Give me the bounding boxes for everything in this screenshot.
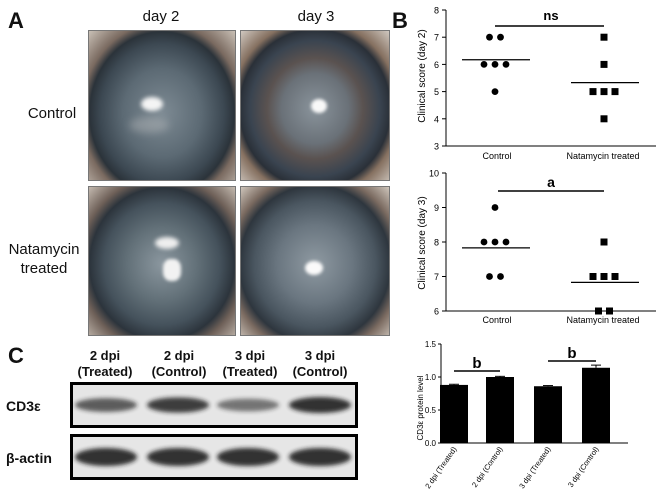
blot-bands	[75, 397, 351, 467]
c2-point-natamycin-3	[611, 273, 619, 280]
c1-point-control-4	[502, 61, 510, 68]
cd3e-bar-chart: CD3ε protein level 0.0 0.5 1.0 1.5 2 dpi (T…	[416, 340, 628, 491]
c2-point-natamycin-1	[589, 273, 597, 280]
bar-ytick-label-1: 0.5	[425, 406, 437, 415]
bar-1	[486, 377, 514, 443]
c1-point-natamycin-2	[589, 88, 597, 96]
eye-photo-control-day2	[88, 30, 236, 181]
c2-point-control-0	[491, 204, 499, 211]
bar-significance-label-1: b	[472, 355, 481, 372]
c2-point-control-5	[497, 273, 504, 280]
lane-label-2: 2 dpi (Control)	[151, 348, 207, 379]
c1-point-control-2	[480, 61, 488, 68]
lane-label-4: 3 dpi (Control)	[292, 348, 348, 379]
bar-2	[534, 386, 562, 443]
c1-point-natamycin-4	[611, 88, 619, 96]
bar-xlabel-2: 3 dpi (Treated)	[517, 445, 553, 491]
c1-point-natamycin-0	[600, 33, 608, 41]
blot-band-1-2	[217, 447, 279, 467]
blot-band-0-3	[289, 397, 351, 413]
c1-point-natamycin-1	[600, 60, 608, 68]
row-label-natamycin: Natamycin treated	[8, 241, 80, 277]
c2-point-natamycin-4	[595, 307, 602, 315]
c2-point-control-4	[486, 273, 493, 280]
blot-band-1-3	[289, 447, 351, 467]
c1-point-natamycin-5	[600, 115, 608, 123]
c2-ytick-label-1: 7	[434, 272, 439, 282]
c2-ytick-label-3: 9	[434, 203, 439, 213]
bar-ytick-label-0: 0.0	[425, 439, 437, 448]
bar-chart-y-axis-label: CD3ε protein level	[416, 375, 425, 440]
c1-ytick-label-3: 6	[434, 60, 439, 70]
chart1-category-control: Control	[482, 151, 511, 161]
chart2-category-natamycin: Natamycin treated	[566, 315, 639, 325]
chart2-significance-label: a	[547, 174, 555, 190]
chart1-significance-label: ns	[543, 8, 558, 23]
c1-point-control-0	[486, 33, 493, 41]
c1-point-control-5	[491, 88, 499, 95]
c2-point-control-3	[502, 238, 510, 246]
bar-ytick-label-2: 1.0	[425, 373, 437, 382]
bar-significance-label-2: b	[567, 345, 576, 362]
bar-xlabel-3: 3 dpi (Control)	[566, 445, 601, 489]
chart-clinical-score-day2: Clinical score (day 2) 3 4 5 6 7 8 ns Control…	[417, 6, 656, 161]
col-header-day3: day 3	[297, 8, 335, 25]
chart1-y-axis-label: Clinical score (day 2)	[417, 29, 428, 122]
eye-photo-control-day3	[240, 30, 390, 181]
bar-ytick-label-3: 1.5	[425, 340, 437, 349]
panel-label-a: A	[8, 8, 24, 33]
chart1-category-natamycin: Natamycin treated	[566, 151, 639, 161]
blot-band-0-0	[75, 398, 137, 412]
c1-ytick-label-4: 7	[434, 33, 439, 43]
blot-band-1-0	[75, 447, 137, 467]
panel-b-charts: Clinical score (day 2) 3 4 5 6 7 8 ns Control…	[417, 6, 656, 325]
lane-label-1: 2 dpi (Treated)	[77, 348, 133, 379]
blot-band-1-1	[147, 447, 209, 467]
panel-label-b: B	[392, 8, 408, 33]
c2-point-control-1	[480, 238, 488, 246]
blot-band-0-2	[217, 398, 279, 412]
eye-photo-natamycin-day3	[240, 186, 390, 336]
blot-band-0-1	[147, 397, 209, 413]
c1-ytick-label-2: 5	[434, 87, 439, 97]
row-label-control: Control	[27, 105, 77, 122]
c2-point-natamycin-2	[600, 273, 608, 280]
c1-point-natamycin-3	[600, 88, 608, 96]
blot-row-name-cd3e: CD3ε	[6, 398, 41, 414]
bar-xlabel-0: 2 dpi (Treated)	[423, 445, 459, 491]
bar-xlabel-1: 2 dpi (Control)	[470, 445, 505, 489]
c2-point-control-2	[491, 238, 499, 246]
c2-ytick-label-0: 6	[434, 307, 439, 317]
lane-label-3: 3 dpi (Treated)	[222, 348, 278, 379]
chart2-y-axis-label: Clinical score (day 3)	[417, 196, 428, 289]
c2-point-natamycin-0	[600, 238, 608, 246]
c2-ytick-label-2: 8	[434, 238, 439, 248]
bar-3	[582, 367, 610, 443]
chart2-category-control: Control	[482, 315, 511, 325]
eye-photo-natamycin-day2	[88, 186, 236, 336]
blot-row-name-beta-actin: β-actin	[6, 450, 52, 466]
c2-point-natamycin-5	[606, 307, 613, 315]
c1-point-control-1	[497, 33, 504, 41]
c1-point-control-3	[491, 61, 499, 68]
c1-ytick-label-0: 3	[434, 142, 439, 152]
col-header-day2: day 2	[142, 8, 180, 25]
c1-ytick-label-1: 4	[434, 114, 439, 124]
c2-ytick-label-4: 10	[429, 169, 439, 179]
bar-0	[440, 384, 468, 443]
c1-ytick-label-5: 8	[434, 6, 439, 16]
panel-label-c: C	[8, 343, 24, 368]
